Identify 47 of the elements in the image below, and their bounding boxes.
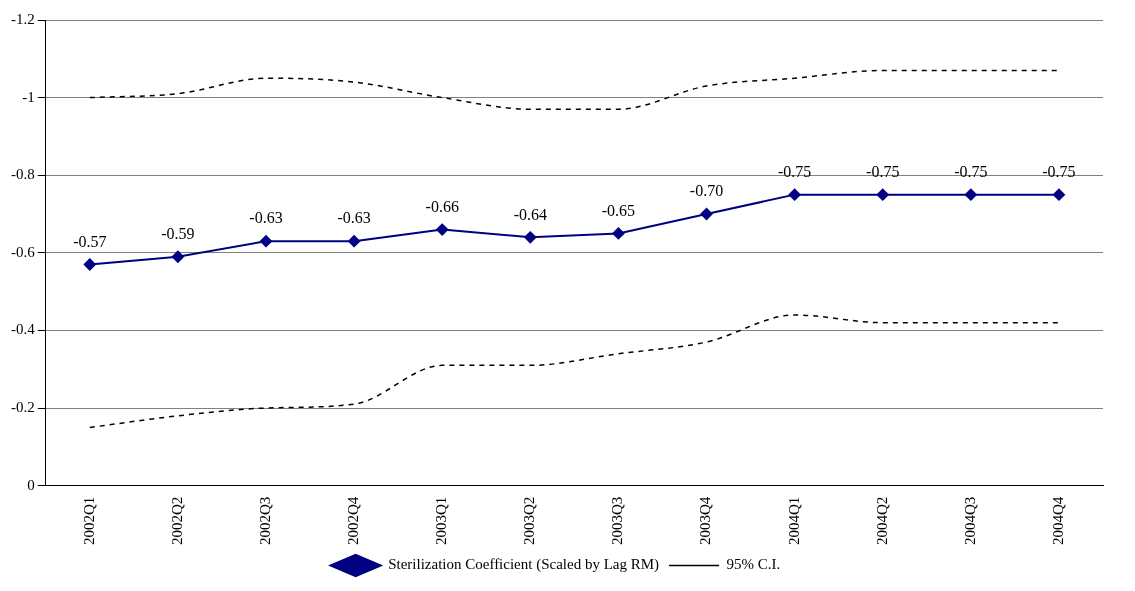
point (260, 235, 273, 248)
data-label: -0.59 (161, 224, 195, 242)
point (83, 258, 96, 271)
point (612, 227, 625, 240)
legend-label: 95% C.I. (726, 556, 781, 573)
y-tick-label: -0.4 (11, 321, 36, 338)
x-tick-label: 2004Q3 (961, 496, 978, 546)
y-tick-label: -1.2 (11, 10, 35, 27)
data-label: -0.63 (249, 209, 283, 227)
line-series (89, 69, 1060, 110)
line-series (89, 314, 1060, 429)
point (876, 188, 889, 201)
y-tick-label: -0.8 (11, 166, 35, 183)
y-tick-label: -0.2 (11, 398, 35, 415)
point (436, 223, 449, 236)
legend-label: Sterilization Coefficient (Scaled by Lag RM) (388, 556, 660, 574)
data-label: -0.75 (777, 162, 812, 180)
data-label: -0.63 (337, 209, 371, 227)
y-tick-label: -1 (22, 88, 35, 105)
point (700, 208, 713, 221)
data-label: -0.70 (689, 182, 724, 200)
data-label: -0.64 (513, 205, 547, 223)
x-tick-label: 2002Q1 (80, 496, 97, 546)
data-label: -0.57 (73, 232, 107, 250)
x-tick-label: 2003Q3 (609, 496, 626, 546)
point (1052, 188, 1065, 201)
x-tick-label: 2003Q2 (521, 496, 538, 546)
point (348, 235, 361, 248)
data-label: -0.66 (425, 197, 459, 215)
data-label: -0.65 (601, 201, 636, 219)
x-tick-label: 2003Q4 (697, 496, 714, 546)
y-tick-label: 0 (27, 476, 35, 493)
point (788, 188, 801, 201)
point (171, 250, 184, 263)
data-label: -0.75 (954, 162, 988, 180)
x-tick-label: 2004Q4 (1049, 496, 1066, 546)
x-tick-label: 2003Q1 (433, 496, 450, 546)
x-tick-label: 2004Q2 (873, 496, 890, 546)
x-tick-label: 2002Q3 (256, 496, 273, 546)
y-tick-label: -0.6 (11, 243, 36, 260)
point (524, 231, 537, 244)
data-label: -0.75 (1042, 162, 1076, 180)
point (964, 188, 977, 201)
x-tick-label: 2002Q2 (168, 496, 185, 546)
x-tick-label: 2002Q4 (345, 496, 362, 546)
x-tick-label: 2004Q1 (785, 496, 802, 546)
data-label: -0.75 (866, 162, 900, 180)
